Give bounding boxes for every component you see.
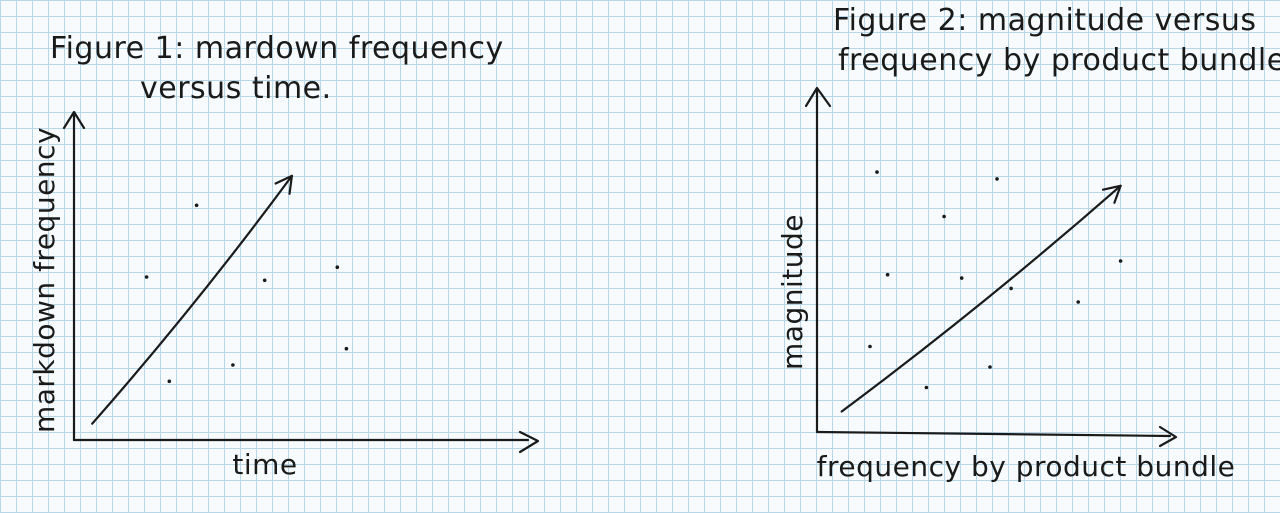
figure-1-data-point-6 xyxy=(167,379,172,384)
figure-1-trend-arrowhead xyxy=(274,174,293,195)
figure-1-y-label: markdown frequency xyxy=(28,127,61,433)
figure-2-data-point-5 xyxy=(959,276,964,280)
figure-2-data-point-9 xyxy=(868,344,872,349)
figure-1-x-axis-arrow xyxy=(518,430,540,454)
figure-2-data-point-1 xyxy=(875,170,879,174)
figure-1-data-point-4 xyxy=(335,265,340,270)
figure-2-data-point-6 xyxy=(1009,286,1013,291)
figure-1-trend-line xyxy=(91,174,293,425)
figure-1-data-point-5 xyxy=(231,363,235,367)
figure-2-trend-line xyxy=(840,184,1122,413)
figure-2-data-point-11 xyxy=(988,365,992,369)
figure-2-y-axis-arrow xyxy=(804,86,832,108)
figure-1-data-point-3 xyxy=(262,278,267,283)
figure-1-data-point-1 xyxy=(194,203,199,208)
figure-1-title-line2: versus time. xyxy=(140,71,332,106)
figure-2-title-line1: Figure 2: magnitude versus xyxy=(833,3,1257,38)
figure-1-y-axis-arrow xyxy=(62,110,86,130)
figure-2-data-point-10 xyxy=(924,385,929,390)
figure-1-data-point-7 xyxy=(344,346,349,351)
figure-2-points xyxy=(868,170,1123,390)
figure-2-data-point-2 xyxy=(995,177,999,181)
figure-2-y-label: magnitude xyxy=(776,214,809,370)
figure-2-x-axis xyxy=(815,430,1172,438)
figure-2-data-point-7 xyxy=(1076,300,1080,304)
figure-1-title-line1: Figure 1: mardown frequency xyxy=(50,31,504,66)
figure-2-title-line2: frequency by product bundle. xyxy=(838,43,1280,78)
figure-2: Figure 2: magnitude versus frequency by … xyxy=(776,3,1280,483)
figure-1-x-label: time xyxy=(232,448,297,481)
figure-1-points xyxy=(144,203,349,384)
figure-2-data-point-8 xyxy=(1118,259,1123,263)
figure-2-x-axis-arrow xyxy=(1158,425,1178,448)
figure-2-x-label: frequency by product bundle xyxy=(817,450,1236,483)
figure-2-data-point-4 xyxy=(885,272,890,277)
figure-1-data-point-2 xyxy=(144,275,149,279)
figure-2-trend-arrowhead xyxy=(1101,184,1122,204)
figure-1: Figure 1: mardown frequency versus time.… xyxy=(28,31,540,481)
figure-2-data-point-3 xyxy=(942,214,946,219)
